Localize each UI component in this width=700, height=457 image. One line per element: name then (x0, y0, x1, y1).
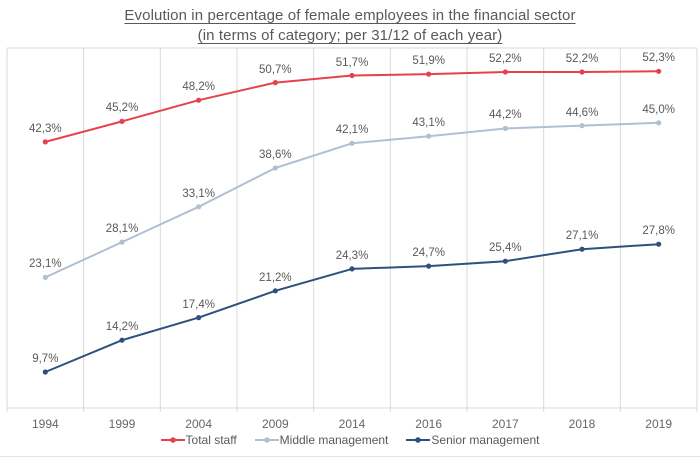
legend-marker-icon (160, 435, 185, 445)
data-point-middle-management (42, 274, 48, 280)
data-point-middle-management (579, 123, 585, 129)
legend-marker-icon (406, 435, 431, 445)
legend-item-total-staff: Total staff (160, 433, 237, 447)
legend-marker-icon (254, 435, 279, 445)
data-point-senior-management (42, 369, 48, 375)
series-line-total-staff (44, 70, 660, 143)
data-point-senior-management (502, 258, 508, 264)
data-point-senior-management (656, 241, 662, 247)
data-point-total-staff (119, 118, 125, 124)
data-point-middle-management (502, 125, 508, 132)
data-point-total-staff (42, 139, 48, 145)
data-point-total-staff (272, 80, 278, 86)
data-point-senior-management (119, 337, 125, 343)
data-point-senior-management (426, 263, 432, 269)
data-point-total-staff (656, 68, 662, 74)
data-point-senior-management (272, 288, 278, 294)
data-point-senior-management (196, 315, 202, 321)
data-point-middle-management (349, 140, 355, 146)
chart-title-line1: Evolution in percentage of female employ… (124, 7, 576, 24)
legend-item-middle-management: Middle management (254, 433, 389, 447)
data-point-senior-management (579, 246, 585, 252)
data-point-total-staff (196, 97, 202, 103)
series-line-senior-management (44, 243, 660, 373)
data-point-middle-management (656, 120, 662, 126)
data-point-total-staff (579, 69, 585, 75)
legend-item-label: Middle management (279, 433, 389, 447)
chart-title: Evolution in percentage of female employ… (0, 6, 700, 46)
data-point-total-staff (502, 69, 508, 75)
data-point-total-staff (426, 71, 432, 77)
data-point-middle-management (119, 239, 125, 245)
legend: Total staff Middle management Senior manag… (0, 433, 700, 447)
data-point-middle-management (272, 165, 278, 171)
series-line-middle-management (44, 121, 660, 279)
data-point-senior-management (349, 266, 355, 272)
data-point-middle-management (196, 204, 202, 210)
legend-item-label: Senior management (431, 433, 540, 447)
legend-item-label: Total staff (185, 433, 237, 447)
legend-item-senior-management: Senior management (406, 433, 539, 447)
chart-title-line2: (in terms of category; per 31/12 of each… (197, 27, 503, 44)
data-point-middle-management (426, 133, 432, 139)
data-point-total-staff (349, 72, 355, 79)
